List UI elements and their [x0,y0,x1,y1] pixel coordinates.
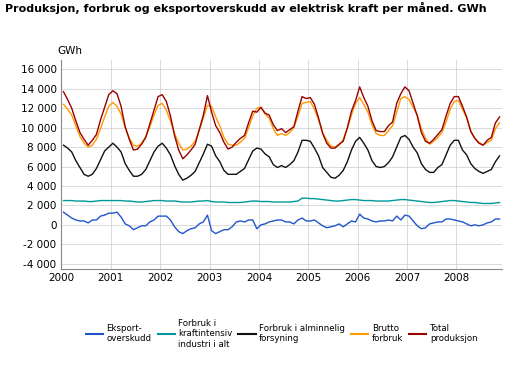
Legend: Eksport-
overskudd, Forbruk i
kraftintensiv
industri i alt, Forbruk i alminnelig: Eksport- overskudd, Forbruk i kraftinten… [86,319,477,349]
Text: Produksjon, forbruk og eksportoverskudd av elektrisk kraft per måned. GWh: Produksjon, forbruk og eksportoverskudd … [5,2,487,14]
Text: GWh: GWh [57,46,82,56]
